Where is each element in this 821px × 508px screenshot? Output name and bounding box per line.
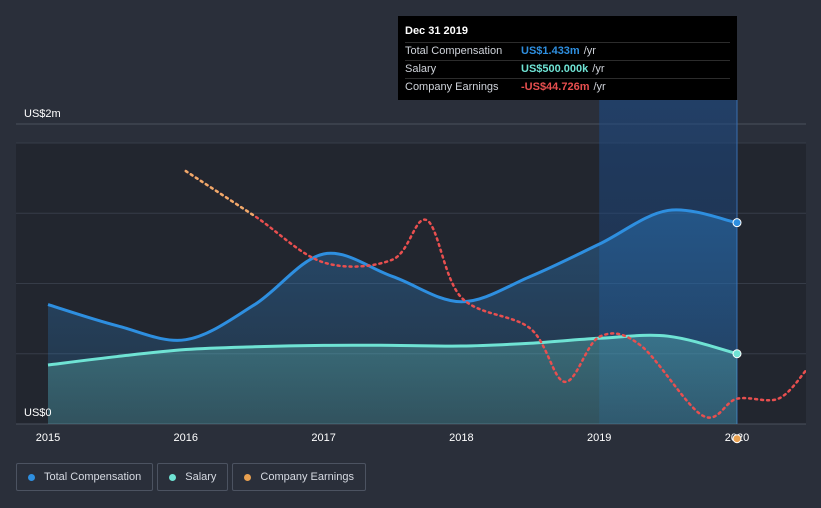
- series-line-salary: [47, 333, 738, 367]
- legend-item-company-earnings[interactable]: Company Earnings: [232, 463, 366, 491]
- tooltip-label: Company Earnings: [405, 81, 499, 93]
- tooltip-value: US$500.000k: [521, 63, 589, 75]
- legend-label: Total Compensation: [44, 471, 142, 483]
- legend-item-total-compensation[interactable]: Total Compensation: [16, 463, 154, 491]
- tooltip-value: -US$44.726m: [521, 81, 590, 93]
- x-tick-label: 2017: [311, 432, 335, 444]
- point-marker: [732, 218, 742, 228]
- legend-label: Company Earnings: [260, 471, 354, 483]
- tooltip-label: Total Compensation: [405, 45, 503, 57]
- legend-label: Salary: [185, 471, 217, 483]
- y-tick-label: US$2m: [24, 108, 61, 120]
- series-area-salary: [48, 335, 737, 424]
- tooltip-label: Salary: [405, 63, 437, 75]
- compensation-chart: 201520162017201820192020US$0US$2m: [16, 100, 806, 444]
- tooltip-value: US$1.433m: [521, 45, 580, 57]
- point-marker: [732, 434, 742, 444]
- tooltip-date: Dec 31 2019: [405, 25, 468, 37]
- series-line-total-compensation: [47, 208, 738, 342]
- legend-item-salary[interactable]: Salary: [157, 463, 229, 491]
- legend: Total Compensation Salary Company Earnin…: [16, 463, 366, 491]
- x-tick-label: 2016: [174, 432, 198, 444]
- tooltip-row-salary: Salary US$500.000k /yr: [405, 60, 730, 78]
- tooltip: Dec 31 2019 Total Compensation US$1.433m…: [398, 16, 737, 100]
- series-line-earnings-start: [184, 169, 256, 218]
- tooltip-unit: /yr: [583, 45, 596, 57]
- legend-dot-icon: [28, 473, 35, 481]
- tooltip-row-earnings: Company Earnings -US$44.726m /yr: [405, 78, 730, 96]
- x-tick-label: 2019: [587, 432, 611, 444]
- x-tick-label: 2018: [449, 432, 473, 444]
- tooltip-unit: /yr: [592, 63, 605, 75]
- tooltip-row-total: Total Compensation US$1.433m /yr: [405, 42, 730, 60]
- y-tick-label: US$0: [24, 407, 52, 419]
- tooltip-unit: /yr: [593, 81, 606, 93]
- series-line-company-earnings: [184, 169, 806, 419]
- x-tick-label: 2015: [36, 432, 60, 444]
- legend-dot-icon: [244, 473, 252, 481]
- legend-dot-icon: [169, 473, 177, 481]
- point-marker: [732, 349, 742, 359]
